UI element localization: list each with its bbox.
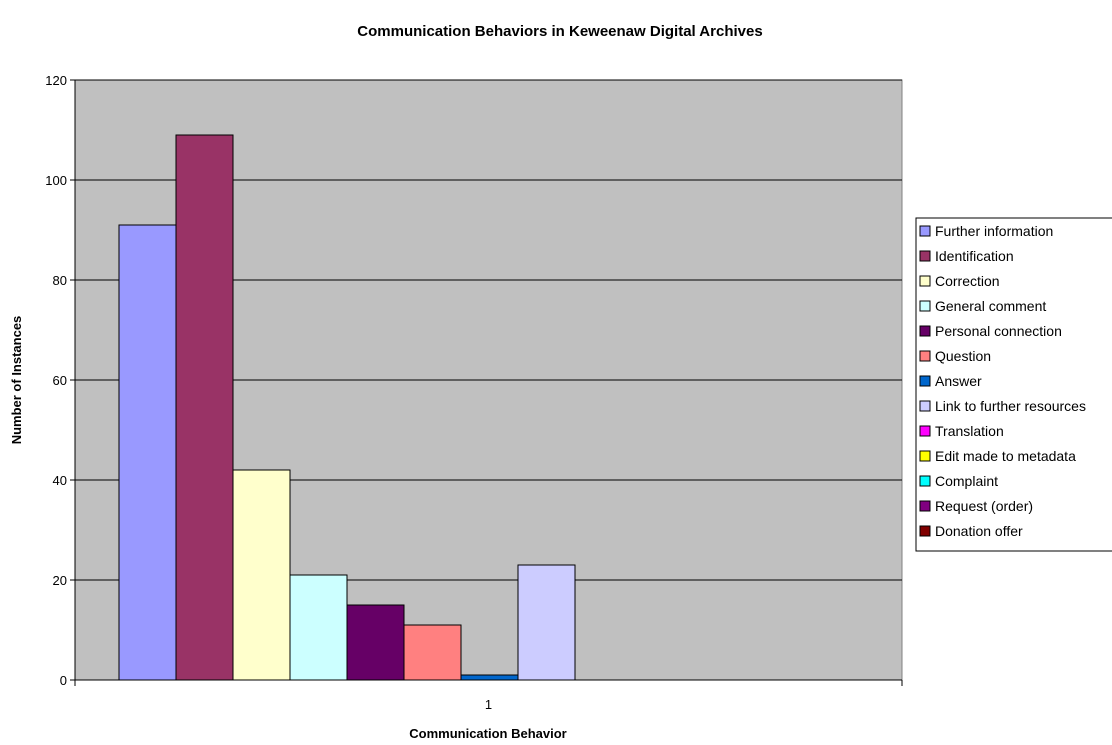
legend-entry: Complaint [935,473,998,489]
bar-3 [232,469,291,681]
y-tick-label: 120 [45,73,67,88]
x-tick-label: 1 [485,697,492,712]
legend-entry: Correction [935,273,1000,289]
y-axis-label: Number of Instances [9,316,24,445]
legend-entry: Request (order) [935,498,1033,514]
legend-swatch [919,375,931,387]
legend-entry: Personal connection [935,323,1062,339]
legend-swatch [919,400,931,412]
legend-entry: Answer [935,373,982,389]
legend-entry: Donation offer [935,523,1023,539]
legend-swatch [919,350,931,362]
bar-7 [460,674,519,681]
bar-1 [118,224,177,681]
y-tick-label: 100 [45,173,67,188]
legend-swatch [919,525,931,537]
bar-2 [175,134,234,681]
legend-swatch [919,500,931,512]
chart-title: Communication Behaviors in Keweenaw Digi… [357,23,762,40]
legend-entry: General comment [935,298,1046,314]
legend-entry: Question [935,348,991,364]
legend-swatch [919,275,931,287]
legend-swatch [919,300,931,312]
legend-entry: Link to further resources [935,398,1086,414]
legend-swatch [919,225,931,237]
legend-entry: Edit made to metadata [935,448,1076,464]
legend-swatch [919,325,931,337]
bar-8 [517,564,576,681]
y-tick-label: 0 [60,673,67,688]
y-tick-label: 20 [53,573,67,588]
x-axis-label: Communication Behavior [409,726,566,740]
legend-box [915,217,1112,552]
legend-entry: Identification [935,248,1014,264]
y-tick-label: 40 [53,473,67,488]
bar-6 [403,624,462,681]
legend-swatch [919,450,931,462]
bar-5 [346,604,405,681]
legend-swatch [919,425,931,437]
legend-swatch [919,250,931,262]
y-tick-label: 60 [53,373,67,388]
bar-4 [289,574,348,681]
legend-entry: Translation [935,423,1004,439]
legend-swatch [919,475,931,487]
legend-entry: Further information [935,223,1053,239]
y-tick-label: 80 [53,273,67,288]
